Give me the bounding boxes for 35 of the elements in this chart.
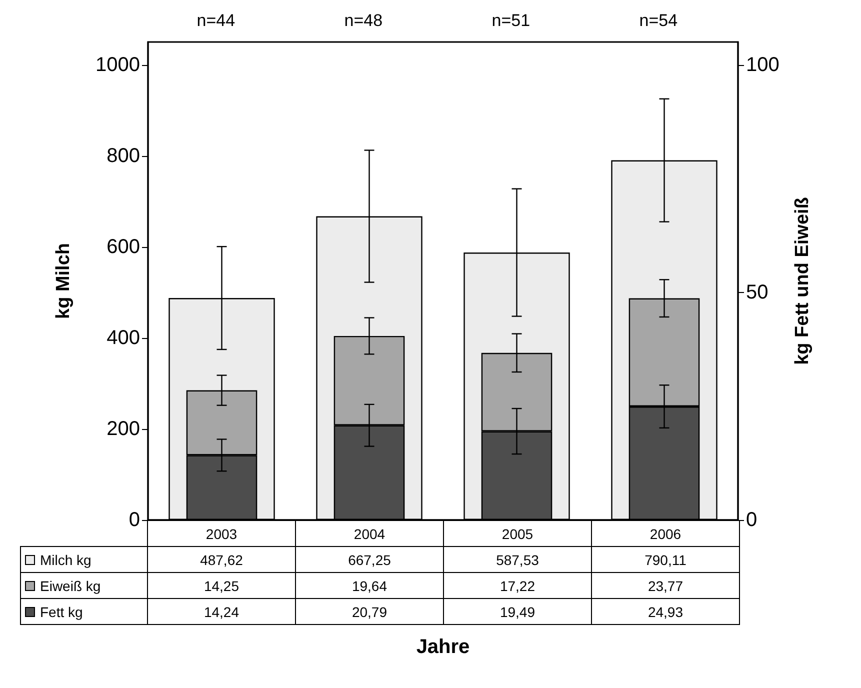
data-label: 20,79 xyxy=(296,598,444,624)
x-tick-label: 2006 xyxy=(592,520,740,546)
y-tick-label: 0 xyxy=(128,509,140,531)
y2-tick-label: 50 xyxy=(746,281,768,304)
y2-tick-label: 100 xyxy=(746,54,780,76)
data-label: 587,53 xyxy=(444,546,592,572)
y2-tick-label: 0 xyxy=(746,509,758,531)
text: n=44 xyxy=(196,11,236,30)
data-label: 14,24 xyxy=(148,598,296,624)
text: n=48 xyxy=(344,11,383,30)
data-label: 667,25 xyxy=(296,546,444,572)
data-label: 24,93 xyxy=(592,598,740,624)
y-tick-label: 600 xyxy=(106,236,140,258)
y-tick-label: 800 xyxy=(106,144,140,167)
legend-label: Eiweiß kg xyxy=(20,572,148,598)
text: n=51 xyxy=(492,11,530,30)
x-axis-title: Jahre xyxy=(415,636,471,659)
data-label: 17,22 xyxy=(444,572,592,598)
text: n=54 xyxy=(639,11,678,30)
y-tick-label: 400 xyxy=(106,326,140,349)
data-label: 487,62 xyxy=(148,546,296,572)
legend-label: Milch kg xyxy=(20,546,148,572)
x-tick-label: 2005 xyxy=(444,520,592,546)
y-tick-label: 1000 xyxy=(96,54,140,76)
x-tick-label: 2004 xyxy=(296,520,444,546)
data-label: 23,77 xyxy=(592,572,740,598)
y-tick-label: 200 xyxy=(106,418,140,440)
data-label: 19,64 xyxy=(296,572,444,598)
legend-label: Fett kg xyxy=(20,598,148,624)
data-label: 790,11 xyxy=(592,546,740,572)
y2-axis-title: kg Fett und Eiweiß xyxy=(792,196,813,365)
data-label: 14,25 xyxy=(148,572,296,598)
y-axis-title: kg Milch xyxy=(53,242,74,320)
x-tick-label: 2003 xyxy=(148,520,296,546)
data-label: 19,49 xyxy=(444,598,592,624)
